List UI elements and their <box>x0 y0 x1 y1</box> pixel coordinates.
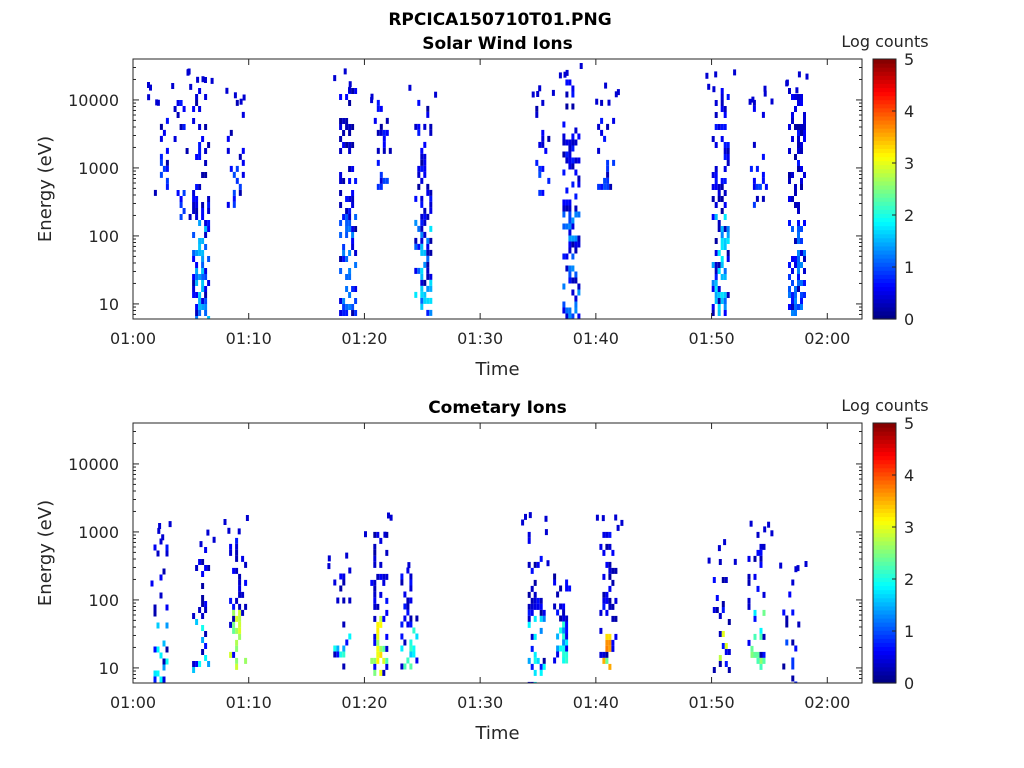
burst-7 <box>408 84 438 316</box>
burst-10 <box>595 82 620 190</box>
y-tick-label: 10 <box>99 659 119 678</box>
y-tick-label: 10000 <box>68 91 119 110</box>
x-tick-label: 01:30 <box>457 693 503 712</box>
burst-9 <box>558 63 583 319</box>
colorbar-tick-label: 0 <box>904 674 914 693</box>
y-tick-label: 100 <box>88 227 119 246</box>
panel-title: Cometary Ions <box>428 398 567 418</box>
burst-13 <box>785 71 809 316</box>
y-axis: 10 100 1000 10000 <box>68 58 862 320</box>
x-axis: 01:00 01:10 01:20 01:30 01:40 01:50 02:00 <box>110 59 850 348</box>
x-tick-label: 01:20 <box>341 329 387 348</box>
plot-area <box>133 59 862 319</box>
burst-3 <box>186 69 214 319</box>
burst-5 <box>364 512 393 676</box>
y-tick-label: 1000 <box>78 159 119 178</box>
colorbar-label: Log counts <box>841 396 928 415</box>
x-tick-label: 01:00 <box>110 329 156 348</box>
burst-5 <box>333 68 358 316</box>
x-tick-label: 01:10 <box>226 329 272 348</box>
x-axis-label: Time <box>474 359 519 380</box>
burst-12 <box>779 561 808 683</box>
burst-10 <box>707 539 737 673</box>
burst-4 <box>327 552 352 670</box>
axes-box <box>132 422 863 684</box>
burst-11 <box>747 520 774 670</box>
figure-title: RPCICA150710T01.PNG <box>388 10 611 30</box>
burst-1 <box>147 82 169 196</box>
y-tick-label: 1000 <box>78 523 119 542</box>
x-tick-label: 01:10 <box>226 693 272 712</box>
y-axis-label: Energy (eV) <box>35 500 56 606</box>
colorbar-tick-label: 4 <box>904 466 914 485</box>
colorbar-tick-label: 3 <box>904 154 914 173</box>
burst-1 <box>150 521 172 683</box>
colorbar-frame <box>872 58 897 320</box>
burst-7 <box>521 512 548 683</box>
x-tick-label: 01:00 <box>110 693 156 712</box>
burst-6 <box>400 562 419 670</box>
x-axis: 01:00 01:10 01:20 01:30 01:40 01:50 02:00 <box>110 423 850 712</box>
colorbar-tick-label: 5 <box>904 414 914 433</box>
colorbar-tick-label: 1 <box>904 622 914 641</box>
burst-8 <box>546 560 572 664</box>
x-tick-label: 01:50 <box>689 693 735 712</box>
y-axis: 10 100 1000 10000 <box>68 422 862 684</box>
burst-11 <box>705 69 737 316</box>
panel-cometary-ions: 01:00 01:10 01:20 01:30 01:40 01:50 02:00 Time 1… <box>35 396 929 744</box>
burst-4 <box>225 87 246 208</box>
x-tick-label: 01:50 <box>689 329 735 348</box>
y-tick-label: 100 <box>88 591 119 610</box>
colorbar-tick-label: 5 <box>904 50 914 69</box>
x-tick-label: 02:00 <box>804 693 850 712</box>
burst-3 <box>223 515 249 670</box>
axes-box <box>132 58 863 320</box>
colorbar-tick-label: 2 <box>904 206 914 225</box>
x-tick-label: 01:20 <box>341 693 387 712</box>
colorbar-tick-label: 3 <box>904 518 914 537</box>
spectrogram-cells <box>147 63 809 319</box>
x-tick-label: 01:30 <box>457 329 503 348</box>
burst-2 <box>171 68 200 220</box>
panel-solar-wind-ions: 01:00 01:10 01:20 01:30 01:40 01:50 02:00 Time 1… <box>35 32 929 380</box>
panel-title: Solar Wind Ions <box>422 34 573 54</box>
colorbar-frame <box>872 422 897 684</box>
x-tick-label: 01:40 <box>573 329 619 348</box>
burst-9 <box>595 514 624 670</box>
burst-6 <box>370 93 392 190</box>
y-axis-label: Energy (eV) <box>35 136 56 242</box>
colorbar-label: Log counts <box>841 32 928 51</box>
burst-2 <box>192 529 216 673</box>
y-tick-label: 10000 <box>68 455 119 474</box>
x-tick-label: 02:00 <box>804 329 850 348</box>
colorbar-tick-label: 4 <box>904 102 914 121</box>
plot-area <box>133 423 862 683</box>
x-axis-label: Time <box>474 723 519 744</box>
burst-8 <box>531 85 555 196</box>
colorbar-tick-label: 2 <box>904 570 914 589</box>
burst-12 <box>748 85 774 208</box>
y-tick-label: 10 <box>99 295 119 314</box>
spectrogram-cells <box>150 512 808 683</box>
colorbar-tick-label: 1 <box>904 258 914 277</box>
x-tick-label: 01:40 <box>573 693 619 712</box>
panels: 01:00 01:10 01:20 01:30 01:40 01:50 02:00 Time 1… <box>35 32 929 744</box>
colorbar-tick-label: 0 <box>904 310 914 329</box>
